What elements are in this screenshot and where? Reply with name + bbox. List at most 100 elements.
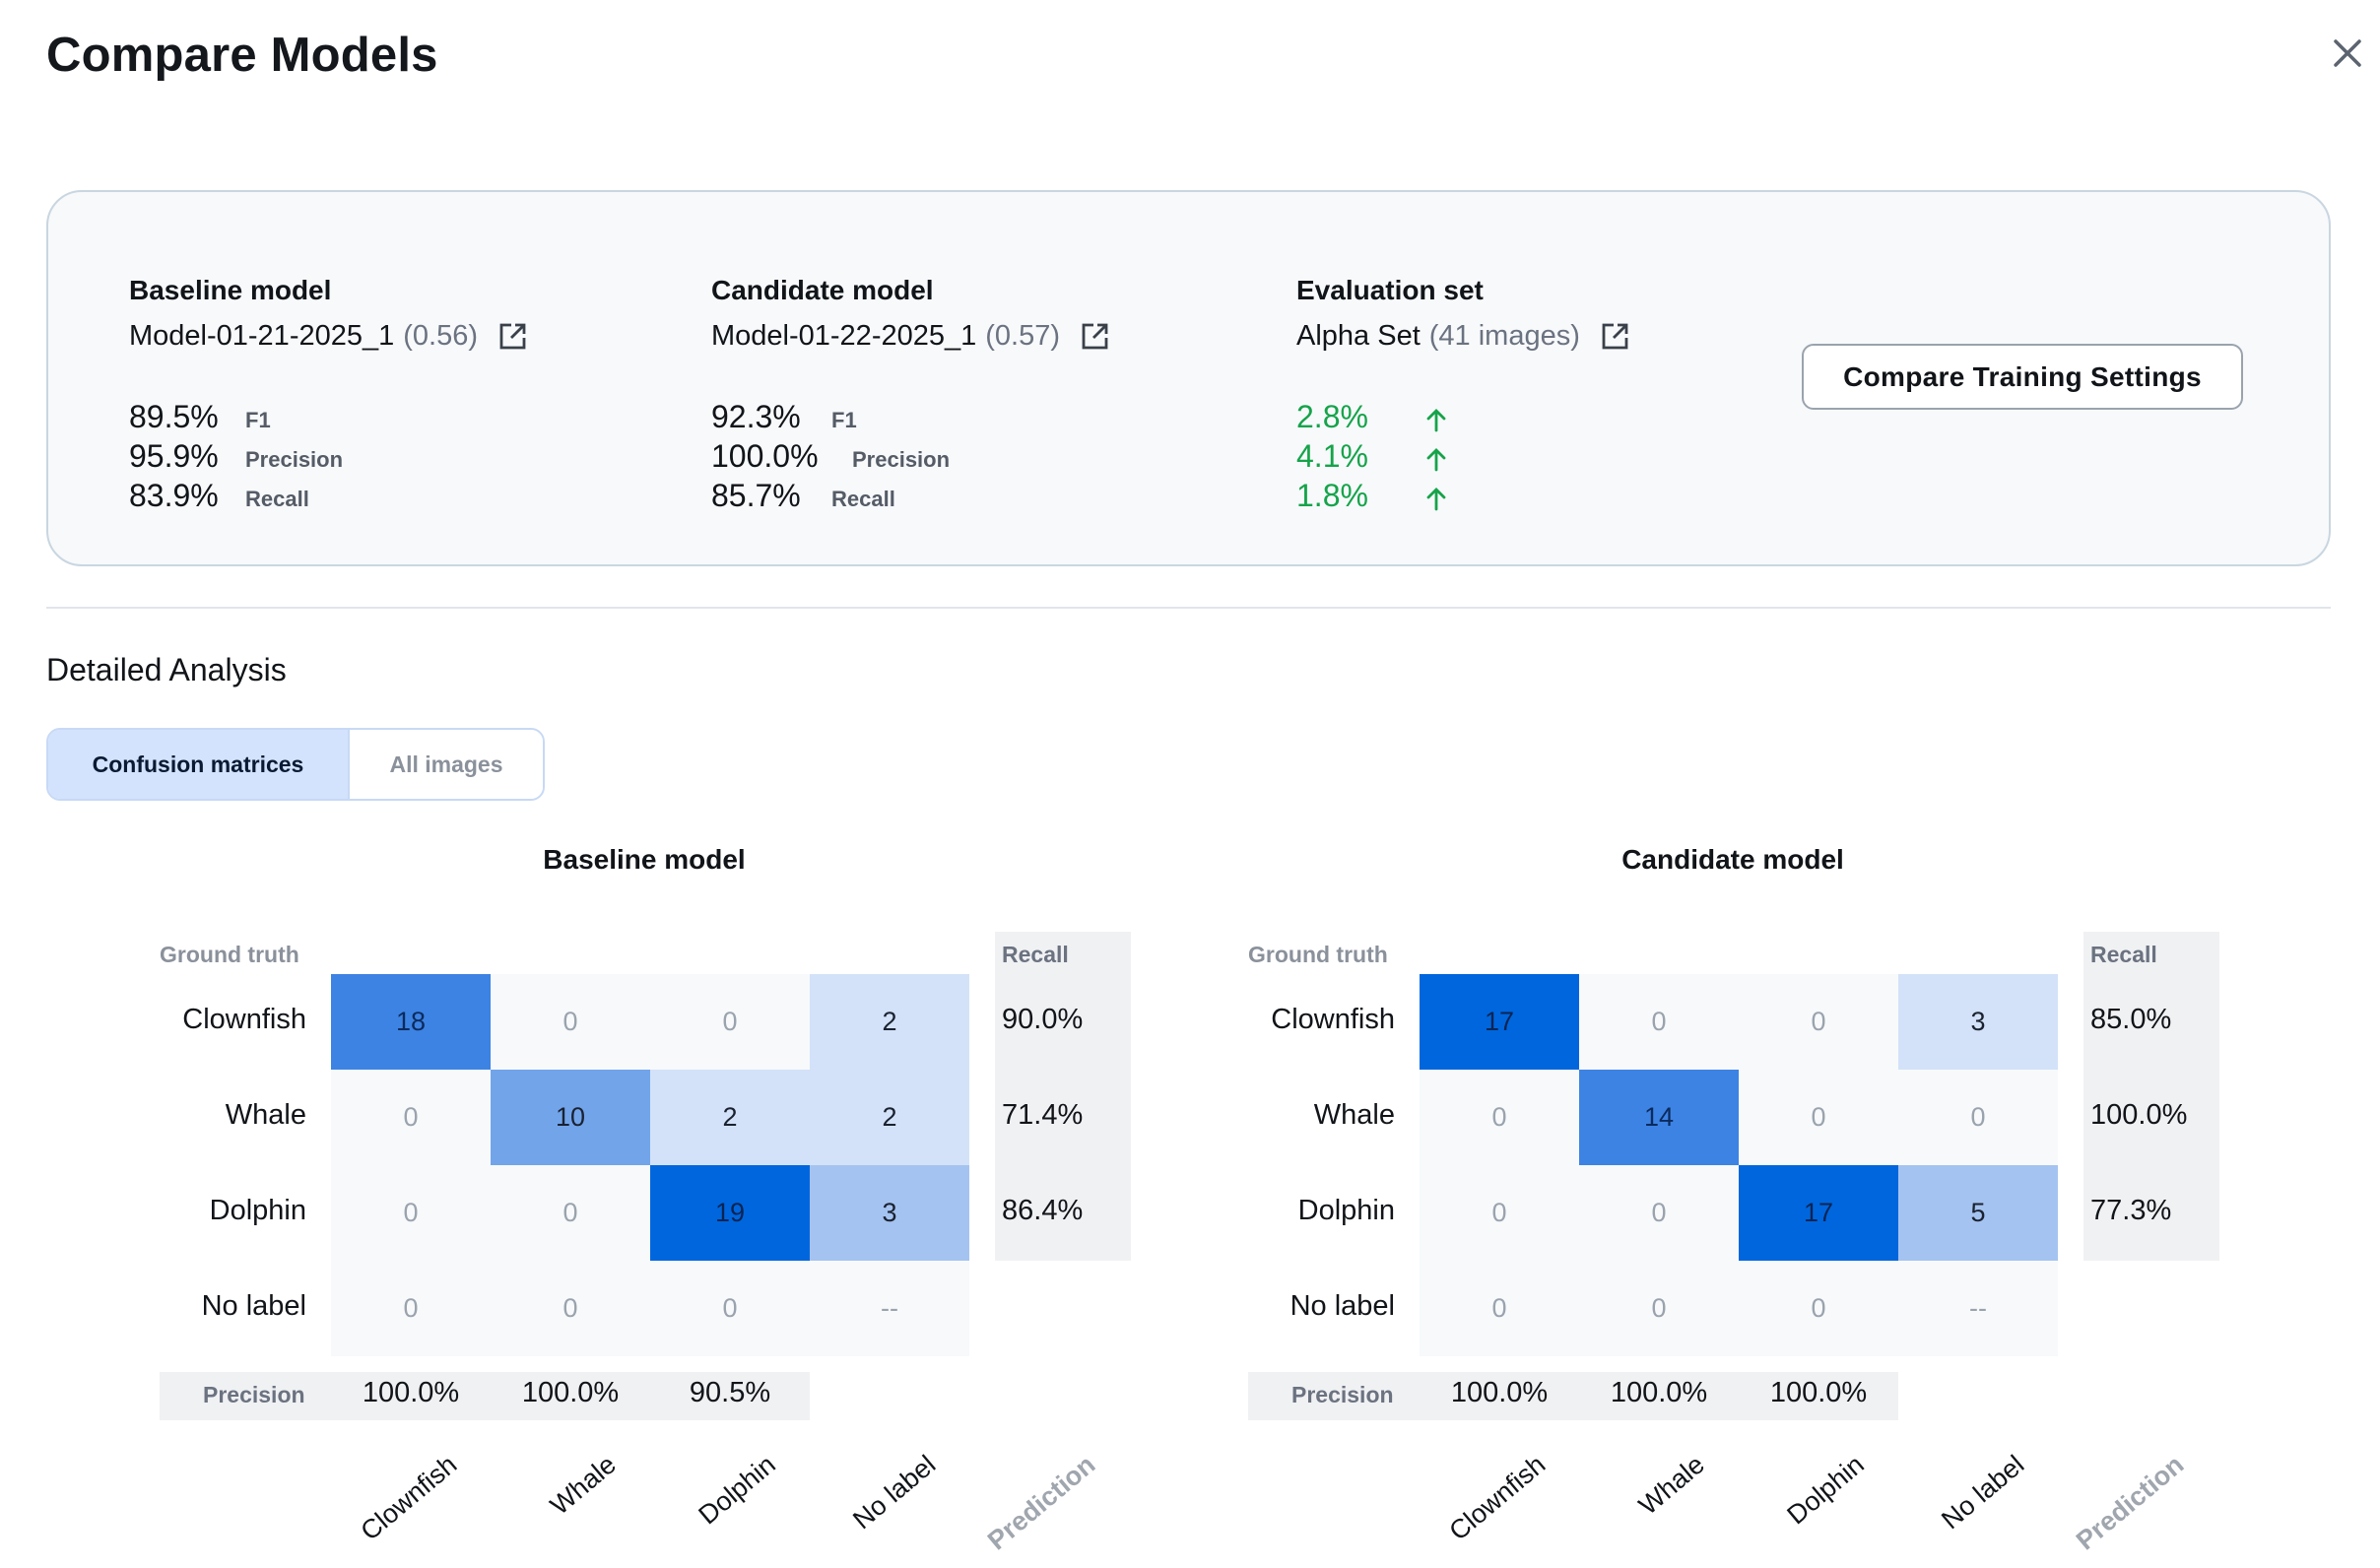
row-label: Whale [1313,1099,1395,1131]
arrow-up-icon [1422,407,1450,434]
prediction-axis-label: Prediction [981,1449,1101,1556]
tab-all-images[interactable]: All images [350,730,543,799]
evaluation-heading: Evaluation set [1296,275,1484,305]
matrix-cell[interactable]: 2 [810,1070,969,1165]
matrix-cell[interactable]: 2 [650,1070,810,1165]
recall-header: Recall [1002,942,1069,967]
detailed-analysis-title: Detailed Analysis [46,652,287,687]
precision-label: Precision [203,1382,305,1407]
candidate-model-link: Model-01-22-2025_1 (0.57) [711,320,1110,353]
delta-recall: 1.8% [1296,478,1368,513]
recall-header: Recall [2090,942,2157,967]
compare-training-settings-button[interactable]: Compare Training Settings [1802,344,2243,410]
matrix-cell[interactable]: 0 [1579,1261,1739,1356]
open-external-icon[interactable] [1600,321,1630,352]
matrix-cell[interactable]: 0 [331,1165,491,1261]
matrix-cell[interactable]: 0 [1420,1165,1579,1261]
precision-value: 100.0% [362,1377,460,1408]
matrix-cell[interactable]: 0 [491,1261,650,1356]
recall-value: 85.0% [2090,1004,2172,1035]
precision-value: 100.0% [521,1377,620,1408]
recall-value: 71.4% [1002,1099,1084,1131]
close-button[interactable] [2328,33,2367,73]
matrix-cell[interactable]: 2 [810,974,969,1070]
column-label: Whale [1633,1449,1711,1521]
column-label: Clownfish [355,1449,463,1546]
matrix-cell[interactable]: 17 [1420,974,1579,1070]
column-label: Dolphin [1781,1449,1871,1531]
candidate-heading: Candidate model [711,275,934,305]
baseline-heading: Baseline model [129,275,332,305]
baseline-metric-recall: 83.9% Recall [129,478,309,513]
delta-precision: 4.1% [1296,438,1368,474]
matrix-cell[interactable]: 17 [1739,1165,1898,1261]
recall-value: 77.3% [2090,1195,2172,1226]
matrix-cell[interactable]: 0 [1898,1070,2058,1165]
ground-truth-label: Ground truth [1248,942,1388,967]
baseline-model-name: Model-01-21-2025_1 [129,320,395,352]
precision-label: Precision [1291,1382,1394,1407]
recall-value: 86.4% [1002,1195,1084,1226]
evaluation-set-name: Alpha Set [1296,320,1421,352]
row-label: Dolphin [209,1195,306,1226]
matrix-cell[interactable]: -- [810,1261,969,1356]
recall-value: 90.0% [1002,1004,1084,1035]
matrix-cell[interactable]: 0 [1579,1165,1739,1261]
candidate-metric-recall: 85.7% Recall [711,478,895,513]
matrix-cell[interactable]: 0 [331,1261,491,1356]
matrix-cell[interactable]: 19 [650,1165,810,1261]
matrix-cell[interactable]: 0 [1579,974,1739,1070]
precision-row [1248,1372,1898,1420]
candidate-metric-precision: 100.0% Precision [711,438,951,474]
tab-confusion-matrices[interactable]: Confusion matrices [48,730,350,799]
matrix-cell[interactable]: 14 [1579,1070,1739,1165]
precision-value: 100.0% [1450,1377,1549,1408]
matrix-cell[interactable]: 0 [1739,1070,1898,1165]
evaluation-set-count: (41 images) [1428,320,1580,352]
matrix-title: Baseline model [543,844,746,875]
precision-value: 100.0% [1769,1377,1868,1408]
open-external-icon[interactable] [1080,321,1110,352]
matrix-cell[interactable]: 10 [491,1070,650,1165]
matrix-cell[interactable]: 0 [650,974,810,1070]
column-label: Whale [545,1449,623,1521]
matrix-cell[interactable]: 0 [650,1261,810,1356]
matrix-cell[interactable]: 18 [331,974,491,1070]
row-label: No label [1289,1290,1395,1322]
row-label: No label [201,1290,306,1322]
candidate-metric-f1: 92.3% F1 [711,399,857,434]
arrow-up-icon [1422,446,1450,474]
matrix-cell[interactable]: 5 [1898,1165,2058,1261]
matrix-cell[interactable]: 3 [1898,974,2058,1070]
evaluation-set-link: Alpha Set (41 images) [1296,320,1630,353]
matrix-cell[interactable]: 0 [1739,974,1898,1070]
matrix-cell[interactable]: 0 [331,1070,491,1165]
matrix-cell[interactable]: 3 [810,1165,969,1261]
candidate-model-score: (0.57) [985,320,1061,352]
matrix-cell[interactable]: -- [1898,1261,2058,1356]
ground-truth-label: Ground truth [160,942,299,967]
matrix-cell[interactable]: 0 [491,1165,650,1261]
column-label: Dolphin [693,1449,782,1531]
row-label: Clownfish [182,1004,306,1035]
arrow-up-icon [1422,486,1450,513]
candidate-model-name: Model-01-22-2025_1 [711,320,977,352]
row-label: Whale [225,1099,306,1131]
precision-value: 90.5% [689,1377,771,1408]
baseline-model-score: (0.56) [403,320,479,352]
close-icon [2334,39,2361,67]
open-external-icon[interactable] [497,321,528,352]
precision-value: 100.0% [1610,1377,1708,1408]
matrix-cell[interactable]: 0 [1739,1261,1898,1356]
matrix-cell[interactable]: 0 [1420,1261,1579,1356]
recall-column [995,932,1131,1261]
matrix-cell[interactable]: 0 [491,974,650,1070]
row-label: Clownfish [1271,1004,1395,1035]
section-divider [46,607,2331,609]
baseline-model-link: Model-01-21-2025_1 (0.56) [129,320,528,353]
analysis-tabs: Confusion matrices All images [46,728,545,801]
delta-f1: 2.8% [1296,399,1368,434]
baseline-metric-f1: 89.5% F1 [129,399,271,434]
column-label: No label [847,1449,942,1535]
matrix-cell[interactable]: 0 [1420,1070,1579,1165]
